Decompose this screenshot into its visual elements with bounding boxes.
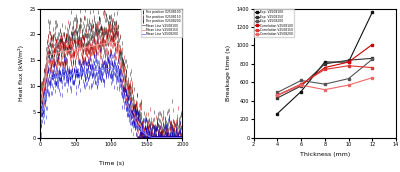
- Correlation V2508200: [322, 89, 327, 91]
- Correlation V2508200: [299, 84, 304, 86]
- Exp. V2508150: [346, 59, 351, 61]
- Correlation V2508200: [370, 77, 375, 79]
- Exp. V2508200: [299, 79, 304, 82]
- X-axis label: Thickness (mm): Thickness (mm): [300, 152, 350, 157]
- Exp. V2508100: [299, 90, 304, 93]
- Line: Correlation V2508200: Correlation V2508200: [276, 77, 374, 96]
- X-axis label: Time (s): Time (s): [98, 161, 124, 166]
- Correlation V2508100: [370, 44, 375, 46]
- Exp. V2508150: [275, 97, 280, 99]
- Correlation V2508100: [346, 61, 351, 63]
- Exp. V2508150: [299, 85, 304, 87]
- Y-axis label: Heat flux (kW/m²): Heat flux (kW/m²): [18, 45, 24, 101]
- Legend: Fire position V2508100, Fire position V2508150, Fire position V2508200, Mean Lin: Fire position V2508100, Fire position V2…: [141, 9, 182, 37]
- Line: Exp. V2508100: Exp. V2508100: [276, 11, 374, 115]
- Exp. V2508100: [370, 11, 375, 13]
- Exp. V2508150: [370, 57, 375, 59]
- Exp. V2508150: [322, 63, 327, 65]
- Legend: Exp. V2508100, Exp. V2508150, Exp. V2508200, Correlation V2508100, Correlation V: Exp. V2508100, Exp. V2508150, Exp. V2508…: [254, 9, 294, 37]
- Correlation V2508100: [322, 67, 327, 69]
- Y-axis label: Breakage time (s): Breakage time (s): [226, 45, 231, 101]
- Correlation V2508150: [275, 94, 280, 96]
- Correlation V2508100: [275, 94, 280, 96]
- Exp. V2508200: [322, 83, 327, 85]
- Line: Correlation V2508100: Correlation V2508100: [276, 43, 374, 96]
- Exp. V2508100: [322, 61, 327, 63]
- Exp. V2508200: [370, 58, 375, 60]
- Line: Exp. V2508150: Exp. V2508150: [276, 57, 374, 99]
- Correlation V2508150: [322, 68, 327, 71]
- Correlation V2508200: [275, 94, 280, 96]
- Correlation V2508150: [370, 67, 375, 69]
- Exp. V2508200: [275, 92, 280, 94]
- Exp. V2508200: [346, 78, 351, 80]
- Line: Correlation V2508150: Correlation V2508150: [276, 64, 374, 96]
- Correlation V2508100: [299, 84, 304, 86]
- Exp. V2508100: [275, 113, 280, 115]
- Line: Exp. V2508200: Exp. V2508200: [276, 58, 374, 94]
- Correlation V2508200: [346, 84, 351, 86]
- Exp. V2508100: [346, 61, 351, 63]
- Correlation V2508150: [299, 83, 304, 85]
- Correlation V2508150: [346, 65, 351, 67]
